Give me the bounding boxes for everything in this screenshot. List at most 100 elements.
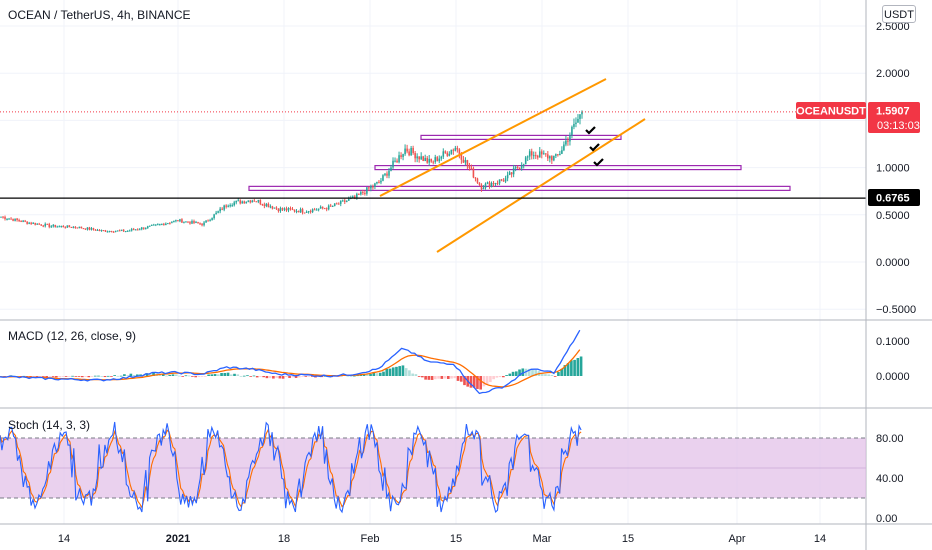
candle-body	[229, 205, 231, 207]
candle-body	[341, 200, 344, 202]
candle-body	[36, 223, 38, 225]
macd-histogram-bar	[242, 375, 246, 377]
candle-body	[187, 221, 189, 223]
candle-body	[510, 172, 513, 175]
trendline-lower[interactable]	[436, 118, 646, 253]
macd-tick-label: 0.1000	[876, 336, 910, 348]
candle-body	[382, 175, 384, 181]
macd-histogram-bar	[174, 374, 178, 376]
candle-body	[476, 178, 479, 183]
price-zone[interactable]	[420, 134, 622, 140]
macd-histogram-bar	[547, 374, 551, 376]
stoch-title[interactable]: Stoch (14, 3, 3)	[8, 418, 90, 432]
candle-body	[203, 222, 205, 226]
candle-body	[44, 223, 47, 227]
candle-body	[362, 192, 364, 194]
macd-histogram-bar	[148, 373, 152, 376]
macd-histogram-bar	[32, 376, 36, 377]
candle-body	[279, 208, 282, 212]
candle-body	[167, 223, 169, 225]
macd-histogram-bar	[197, 376, 201, 378]
candle-body	[577, 118, 579, 123]
macd-histogram-bar	[45, 376, 48, 378]
macd-histogram-bar	[511, 371, 515, 376]
candle-body	[460, 154, 463, 160]
candle-body	[283, 208, 286, 210]
candle-body	[315, 209, 318, 211]
candle-body	[368, 187, 370, 189]
level-badge-bg	[868, 189, 920, 206]
candle-body	[86, 227, 89, 230]
candle-body	[502, 180, 505, 182]
macd-histogram-bar	[268, 376, 272, 379]
candle-body	[68, 225, 71, 227]
candle-body	[199, 223, 201, 225]
candle-body	[265, 203, 268, 207]
macd-histogram-bar	[239, 375, 243, 377]
macd-histogram-bar	[485, 376, 489, 385]
candle-body	[169, 223, 171, 225]
candle-body	[72, 226, 75, 228]
price-axis[interactable]: 2.50002.00001.50001.00000.50000.0000−0.5…	[876, 21, 916, 316]
stoch-k-line	[0, 421, 582, 514]
candle-body	[88, 227, 91, 230]
price-zone[interactable]	[248, 185, 791, 191]
macd-histogram-bar	[71, 375, 74, 377]
checkmark-annotations[interactable]	[585, 126, 604, 167]
stoch-tick-label: 40.00	[876, 473, 904, 485]
candle-body	[526, 156, 529, 158]
macd-histogram-bar	[207, 374, 210, 376]
candle-body	[84, 228, 87, 230]
macd-histogram-bar	[139, 374, 142, 376]
candle-body	[416, 156, 418, 159]
candle-body	[42, 225, 45, 227]
candle-body	[92, 228, 95, 230]
candle-body	[432, 161, 435, 163]
candle-body	[331, 206, 334, 208]
macd-histogram-bar	[123, 374, 126, 376]
macd-histogram-bar	[346, 375, 350, 377]
macd-histogram-bar	[152, 373, 155, 376]
candle-body	[559, 153, 561, 156]
trend-channel[interactable]	[379, 78, 646, 253]
candle-body	[325, 208, 328, 210]
macd-title[interactable]: MACD (12, 26, close, 9)	[8, 329, 136, 343]
stoch-axis[interactable]: 80.00 40.00 0.00	[876, 433, 904, 525]
macd-histogram-bar	[297, 376, 301, 378]
candle-body	[518, 168, 521, 170]
candle-body	[48, 224, 51, 227]
time-tick-label: Apr	[728, 533, 745, 545]
candle-body	[553, 155, 555, 161]
macd-histogram-bar	[391, 367, 395, 376]
candle-body	[426, 157, 428, 163]
candle-body	[56, 226, 59, 228]
macd-histogram-bar	[184, 375, 188, 377]
macd-histogram-bar	[495, 376, 499, 378]
candle-body	[406, 148, 408, 152]
support-resistance-zones[interactable]	[248, 134, 791, 191]
candle-body	[360, 192, 362, 195]
time-axis[interactable]: 14 2021 18 Feb 15 Mar 15 Apr 14	[58, 533, 826, 545]
candle-body	[24, 220, 26, 222]
price-zone[interactable]	[374, 165, 742, 171]
macd-histogram-bar	[103, 376, 107, 378]
candle-body	[516, 167, 519, 169]
macd-histogram-bar	[307, 376, 311, 377]
stoch-pane[interactable]	[0, 421, 866, 514]
macd-histogram-bar	[171, 374, 175, 376]
macd-histogram-bar	[110, 376, 113, 377]
currency-button[interactable]: USDT	[882, 5, 916, 23]
macd-histogram-bar	[560, 368, 563, 376]
macd-histogram-bar	[229, 374, 233, 376]
candle-body	[420, 156, 422, 160]
macd-histogram-bar	[77, 376, 81, 377]
candlestick-series[interactable]	[0, 110, 583, 233]
candle-body	[438, 158, 441, 162]
trendline-upper[interactable]	[379, 78, 607, 197]
candle-body	[8, 218, 10, 220]
macd-pane[interactable]	[0, 329, 583, 395]
macd-histogram-bar	[64, 376, 68, 377]
macd-axis[interactable]: 0.1000 0.0000	[876, 336, 910, 383]
macd-histogram-bar	[424, 376, 427, 380]
